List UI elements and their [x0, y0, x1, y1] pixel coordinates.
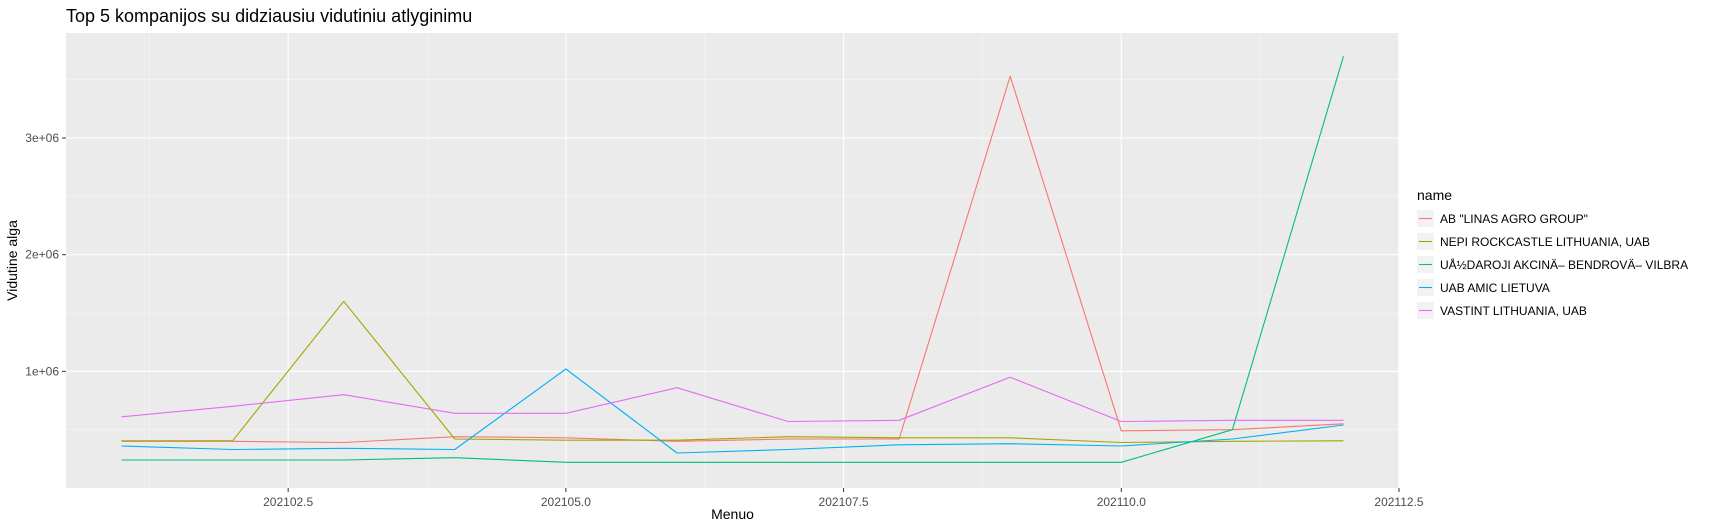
series-line-3 [121, 56, 1345, 463]
x-tick-label: 202102.5 [263, 495, 313, 509]
legend-label-1: AB "LINAS AGRO GROUP" [1440, 212, 1588, 226]
major-gridlines [66, 33, 1400, 488]
legend-label-5: VASTINT LITHUANIA, UAB [1440, 304, 1587, 318]
x-axis-title: Menuo [711, 506, 754, 522]
chart-title: Top 5 kompanijos su didziausiu vidutiniu… [66, 6, 472, 26]
y-tick-label: 3e+06 [25, 131, 59, 145]
y-tick-label: 2e+06 [25, 248, 59, 262]
series-line-1 [121, 75, 1344, 444]
x-tick-label: 202112.5 [1374, 495, 1423, 509]
legend-label-4: UAB AMIC LIETUVA [1440, 281, 1550, 295]
legend: name AB "LINAS AGRO GROUP" NEPI ROCKCASTL… [1417, 187, 1688, 319]
series-line-5 [121, 376, 1344, 423]
x-tick-label: 202105.0 [541, 495, 591, 509]
y-axis-title: Vidutine alga [4, 220, 20, 301]
legend-label-2: NEPI ROCKCASTLE LITHUANIA, UAB [1440, 235, 1650, 249]
y-tick-label: 1e+06 [25, 364, 59, 378]
x-tick-label: 202110.0 [1097, 495, 1146, 509]
series-line-2 [121, 300, 1344, 444]
plot-panel [66, 33, 1399, 488]
series-lines [121, 56, 1345, 463]
legend-label-3: UÅ½DAROJI AKCINÄ– BENDROVÄ– VILBRA [1440, 257, 1688, 272]
x-tick-label: 202107.5 [819, 495, 869, 509]
x-axis-ticks: 202102.5 202105.0 202107.5 202110.0 202112.5 [263, 488, 1424, 509]
legend-title: name [1417, 187, 1452, 203]
y-axis-ticks: 1e+06 2e+06 3e+06 [25, 131, 66, 378]
series-line-4 [121, 368, 1344, 454]
